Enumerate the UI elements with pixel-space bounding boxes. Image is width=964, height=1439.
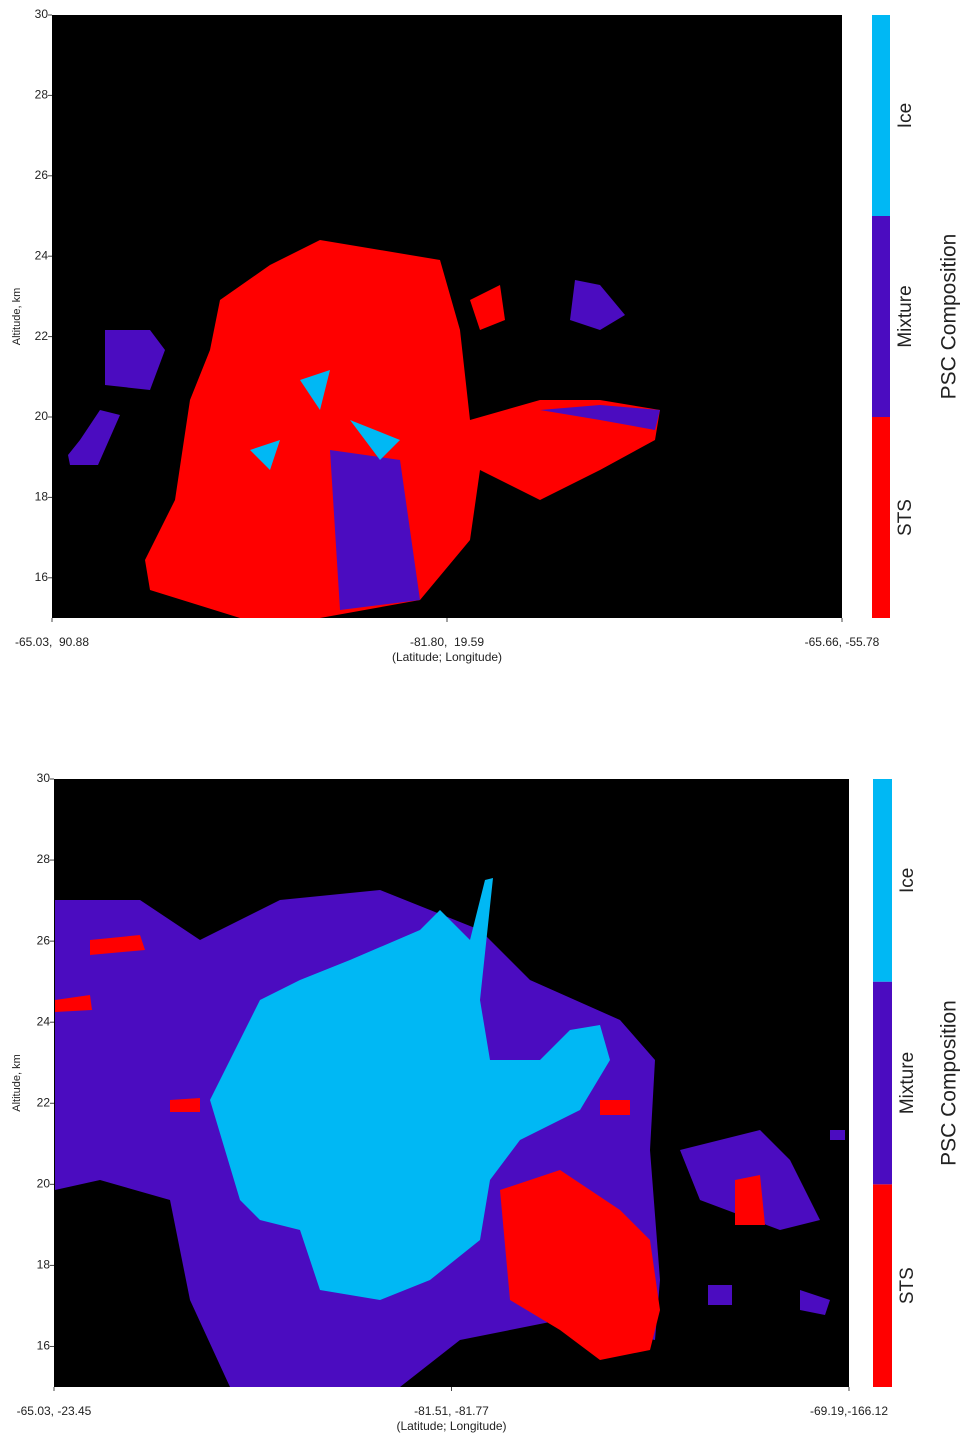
psc-region [800, 1290, 830, 1315]
psc-region [250, 440, 280, 470]
colorbar-segment [872, 15, 890, 216]
y-axis-label: Altitude, km [11, 1054, 23, 1111]
psc-region [500, 1170, 660, 1360]
psc-region [68, 410, 120, 465]
psc-region [600, 1100, 630, 1115]
psc-region [55, 995, 92, 1012]
y-tick-label: 26 [37, 933, 51, 947]
colorbar-category: Mixture [895, 285, 916, 347]
chart-panel: 16 18 20 22 24 26 28 30 Altitude, km -65.03, -23.… [11, 771, 961, 1433]
y-tick-label: 24 [35, 248, 49, 262]
psc-region [735, 1175, 765, 1225]
psc-region [300, 370, 330, 410]
x-axis-label: (Latitude; Longitude) [396, 1419, 506, 1433]
y-tick-label: 22 [35, 329, 49, 343]
colorbar-segment [873, 981, 892, 1185]
y-tick-label: 28 [37, 852, 51, 866]
y-tick-label: 26 [35, 168, 49, 182]
x-axis-label: (Latitude; Longitude) [392, 650, 502, 664]
colorbar-category: Mixture [897, 1052, 918, 1114]
colorbar-segment [873, 1184, 892, 1387]
y-tick-label: 22 [37, 1095, 51, 1109]
x-tick-label: -65.03, 90.88 [15, 635, 89, 649]
y-tick-label: 30 [37, 771, 51, 785]
y-tick-label: 16 [37, 1339, 51, 1353]
psc-region [90, 935, 145, 955]
psc-region [540, 405, 660, 430]
colorbar-title: PSC Composition [938, 234, 961, 400]
psc-region [350, 420, 400, 460]
psc-region [105, 330, 165, 390]
chart-panel: 16 18 20 22 24 26 28 30 Altitude, km -65.03, 90.8… [11, 7, 961, 664]
y-tick-label: 24 [37, 1014, 51, 1028]
psc-region [210, 878, 610, 1300]
y-tick-label: 16 [35, 570, 49, 584]
y-tick-label: 20 [37, 1177, 51, 1191]
psc-region [145, 240, 660, 618]
colorbar-category: STS [895, 499, 916, 536]
colorbar-category: Ice [895, 103, 916, 128]
x-tick-label: -81.80, 19.59 [410, 635, 484, 649]
y-tick-label: 20 [35, 409, 49, 423]
psc-region [708, 1285, 732, 1305]
colorbar-segment [872, 417, 890, 618]
colorbar-category: Ice [897, 868, 918, 893]
psc-region [470, 285, 505, 330]
y-tick-label: 18 [35, 490, 49, 504]
colorbar-category: STS [897, 1267, 918, 1304]
psc-region [330, 450, 420, 610]
x-tick-label: -65.03, -23.45 [17, 1404, 92, 1418]
colorbar-title: PSC Composition [938, 1000, 961, 1166]
y-axis-label: Altitude, km [11, 288, 23, 345]
x-tick-label: -65.66, -55.78 [805, 635, 880, 649]
y-tick-label: 28 [35, 88, 49, 102]
y-tick-label: 18 [37, 1258, 51, 1272]
psc-region [170, 1098, 200, 1112]
psc-region [830, 1130, 845, 1140]
y-tick-label: 30 [35, 7, 49, 21]
psc-region [570, 280, 625, 330]
colorbar-segment [873, 779, 892, 982]
x-tick-label: -69.19,-166.12 [810, 1404, 888, 1418]
colorbar-segment [872, 216, 890, 417]
x-tick-label: -81.51, -81.77 [414, 1404, 489, 1418]
